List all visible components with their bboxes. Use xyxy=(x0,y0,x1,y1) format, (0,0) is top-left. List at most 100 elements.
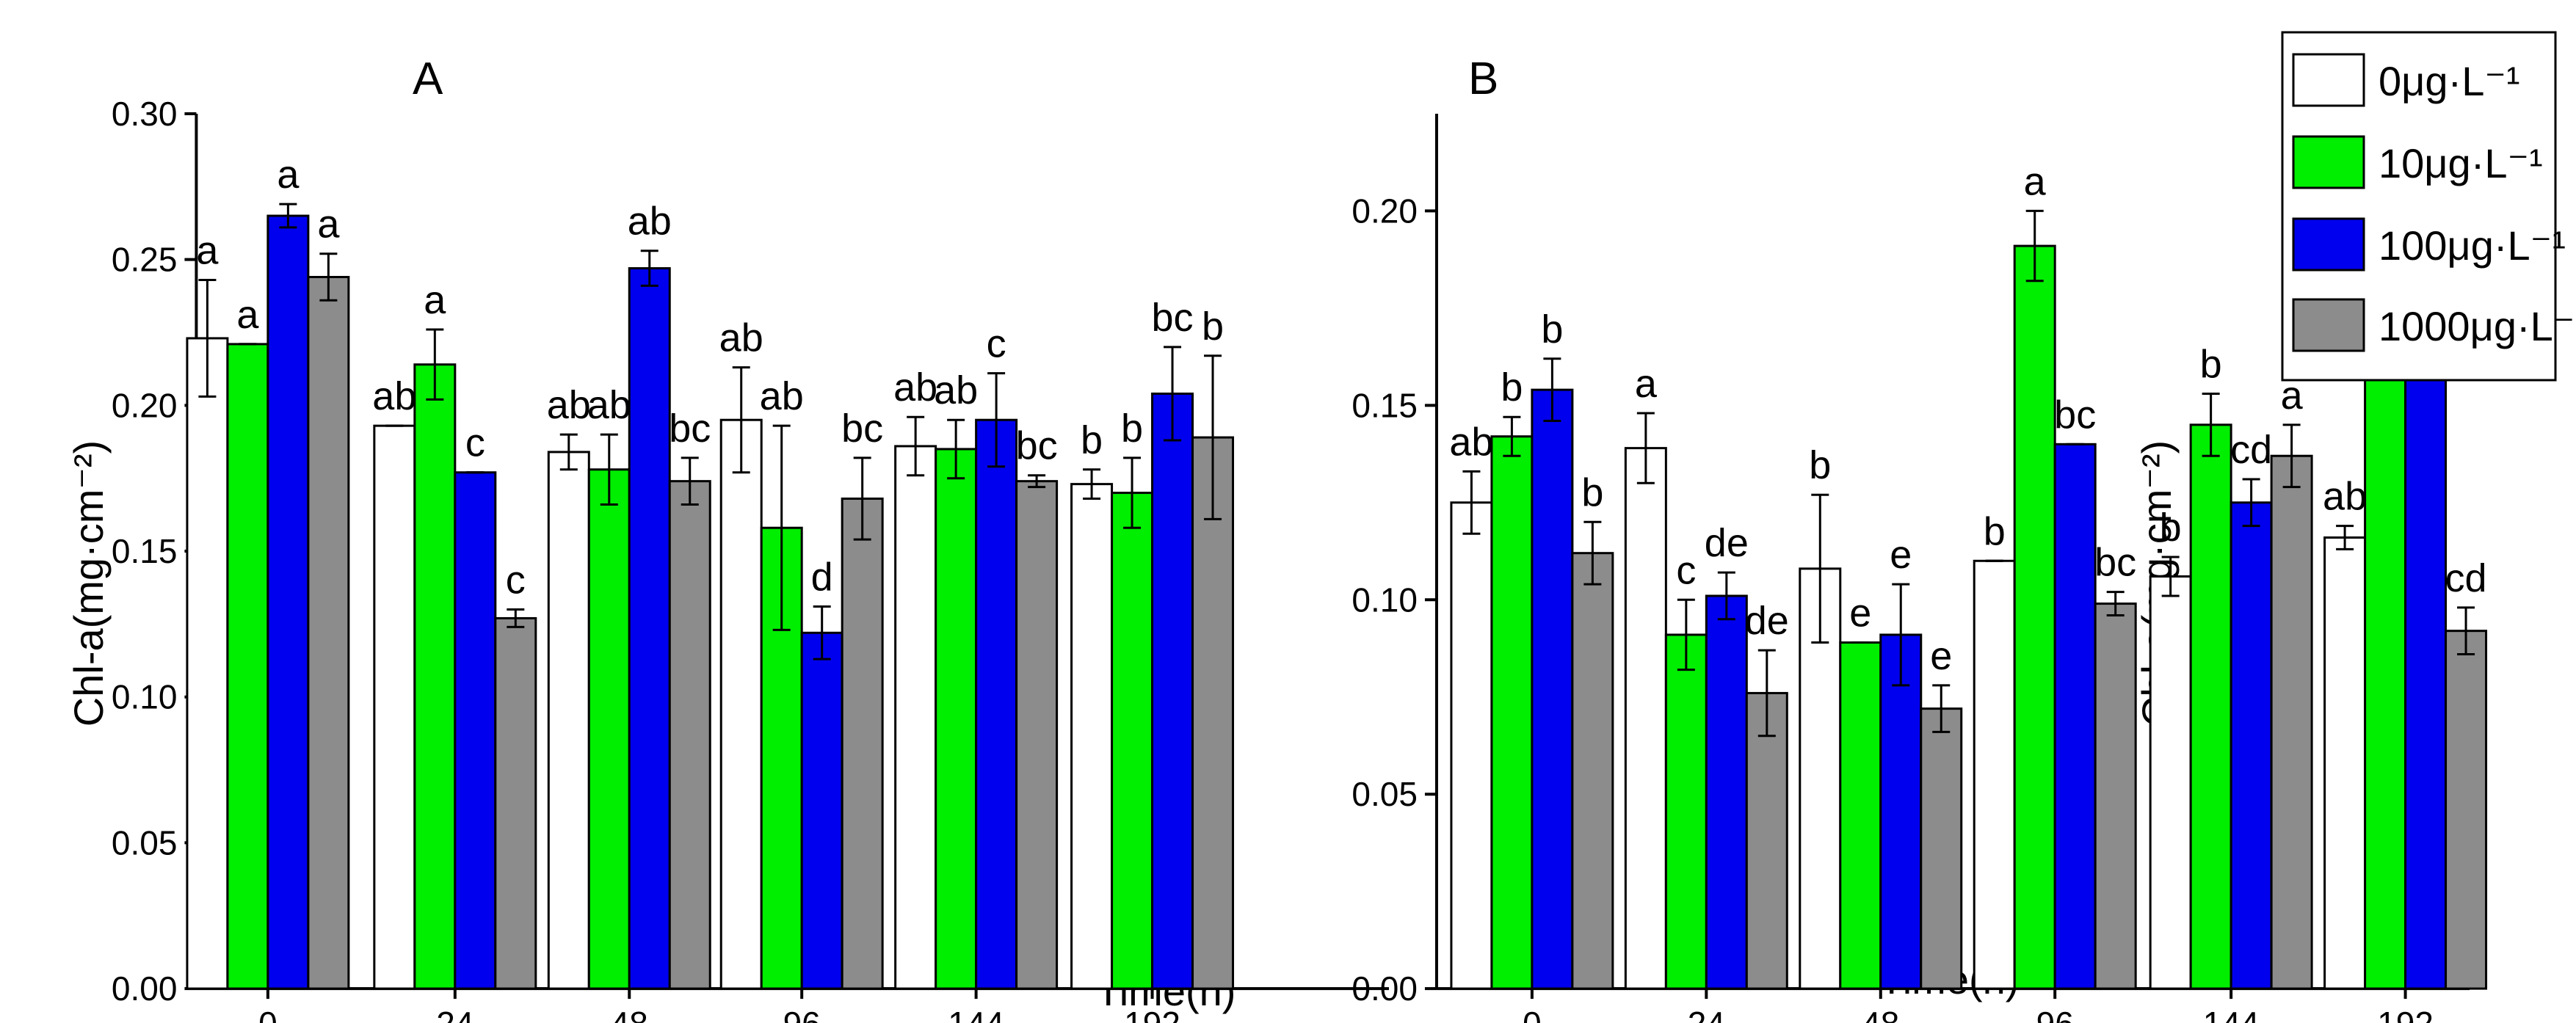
panel-b-significance-label: ab xyxy=(2323,475,2367,519)
legend-swatch-0 xyxy=(2292,53,2365,107)
panel-b-x-tick-label: 0 xyxy=(1523,1005,1542,1023)
panel-a-significance-label: bc xyxy=(841,407,883,451)
panel-a-bar xyxy=(266,214,310,990)
panel-b-bar xyxy=(2364,310,2407,990)
panel-b-significance-label: b xyxy=(1541,307,1563,352)
panel-b-bar xyxy=(2189,423,2232,990)
panel-b-significance-label: ab xyxy=(1449,420,1493,464)
panel-b-significance-label: b xyxy=(1501,365,1523,409)
panel-a-x-tick-label: 96 xyxy=(783,1005,821,1023)
panel-b-y-tick-label: 0.10 xyxy=(1352,580,1418,619)
panel-b-y-tick-label: 0.00 xyxy=(1352,969,1418,1008)
panel-b-significance-label: a xyxy=(2024,159,2047,203)
panel-b-significance-label: b xyxy=(1581,470,1603,514)
panel-b-bar xyxy=(1839,641,1882,990)
panel-a-significance-label: bc xyxy=(1152,296,1194,340)
panel-a-bar xyxy=(413,363,457,990)
panel-b-y-tick-label: 0.20 xyxy=(1352,192,1418,230)
panel-a-significance-label: ab xyxy=(587,383,631,427)
panel-a-x-tick-label: 192 xyxy=(1124,1005,1180,1023)
panel-a-significance-label: c xyxy=(465,421,485,465)
panel-a-bar xyxy=(307,275,350,990)
panel-b-y-tick-label: 0.05 xyxy=(1352,775,1418,813)
panel-a-bar xyxy=(1111,492,1154,990)
panel-a-label: A xyxy=(413,54,443,104)
panel-b-bar xyxy=(1745,691,1788,990)
panel-b-bar xyxy=(1879,633,1923,990)
panel-b-significance-label: cd xyxy=(2445,556,2487,600)
panel-b-x-tick-label: 96 xyxy=(2036,1005,2074,1023)
panel-a-bar xyxy=(841,498,884,990)
panel-a-significance-label: ab xyxy=(760,374,804,418)
legend-label-2: 100μg·L⁻¹ xyxy=(2379,222,2566,269)
panel-b-significance-label: c xyxy=(1676,548,1696,592)
panel-a-bar xyxy=(454,471,497,990)
panel-b-label: B xyxy=(1468,54,1498,104)
panel-a-y-tick-label: 0.30 xyxy=(112,95,178,133)
legend: 0μg·L⁻¹ 10μg·L⁻¹ 100μg·L⁻¹ 1000μg·L⁻¹ xyxy=(2281,31,2576,382)
panel-a-significance-label: a xyxy=(317,203,340,247)
panel-a-significance-label: a xyxy=(236,293,259,337)
legend-swatch-3 xyxy=(2292,298,2365,352)
panel-b-significance-label: b xyxy=(2200,342,2222,386)
panel-a-significance-label: b xyxy=(1202,305,1224,349)
panel-b-significance-label: a xyxy=(1635,362,1658,406)
panel-a-bar xyxy=(1070,483,1114,990)
panel-a-significance-label: bc xyxy=(669,407,711,451)
panel-a-significance-label: a xyxy=(424,278,446,322)
panel-a-y-axis-title: Chl-a(mg·cm⁻²) xyxy=(65,440,112,727)
panel-b-bar xyxy=(1450,501,1493,990)
panel-a-significance-label: b xyxy=(1081,418,1103,462)
panel-a-significance-label: b xyxy=(1121,407,1143,451)
panel-b-bar xyxy=(2149,575,2192,990)
legend-swatch-1 xyxy=(2292,135,2365,189)
legend-label-0: 0μg·L⁻¹ xyxy=(2379,58,2520,104)
panel-b-significance-label: bc xyxy=(2094,541,2136,585)
panel-b-bar xyxy=(2270,454,2313,990)
panel-b-bar xyxy=(1664,633,1708,990)
panel-b-bar xyxy=(2053,443,2097,990)
panel-b-bar xyxy=(1490,435,1534,990)
panel-b-bar xyxy=(1624,447,1667,990)
panel-a-x-tick-label: 0 xyxy=(258,1005,277,1023)
panel-a-bar xyxy=(1151,392,1194,990)
panel-a-significance-label: c xyxy=(987,322,1006,366)
panel-b-significance-label: b xyxy=(2160,506,2182,550)
panel-a-y-tick-label: 0.25 xyxy=(112,241,178,279)
panel-b-bar xyxy=(2229,501,2273,990)
panel-a-x-tick-label: 144 xyxy=(948,1005,1004,1023)
panel-a-significance-label: a xyxy=(196,228,219,272)
panel-b-y-tick-label: 0.15 xyxy=(1352,386,1418,424)
panel-a-significance-label: ab xyxy=(934,368,978,412)
panel-a-bar xyxy=(935,448,978,990)
panel-b-bar xyxy=(1571,552,1614,990)
panel-a-bar xyxy=(226,343,269,990)
legend-label-3: 1000μg·L⁻¹ xyxy=(2379,303,2576,349)
panel-b-bar xyxy=(1920,707,1963,990)
panel-b-x-tick-label: 48 xyxy=(1862,1005,1899,1023)
panel-b-bar xyxy=(1973,559,2016,990)
panel-b-significance-label: e xyxy=(1930,634,1952,678)
panel-b-x-tick-label: 24 xyxy=(1688,1005,1725,1023)
panel-b-bar xyxy=(1531,388,1574,990)
panel-a-bar xyxy=(719,418,763,990)
legend-swatch-2 xyxy=(2292,217,2365,272)
panel-a-significance-label: ab xyxy=(893,365,937,409)
panel-a-bar xyxy=(800,631,843,990)
panel-a-bar xyxy=(1015,480,1059,990)
panel-a-bar xyxy=(894,445,937,990)
panel-a-bar xyxy=(186,337,229,990)
panel-b-bar xyxy=(1705,594,1748,990)
panel-a-significance-label: a xyxy=(277,153,300,197)
panel-a-significance-label: ab xyxy=(628,200,672,244)
panel-b-significance-label: e xyxy=(1890,533,1912,577)
panel-a-y-tick-label: 0.10 xyxy=(112,678,178,716)
panel-a-bar xyxy=(668,480,711,990)
legend-label-1: 10μg·L⁻¹ xyxy=(2379,140,2543,186)
panel-b-bar xyxy=(2323,536,2367,990)
panel-b-bar xyxy=(2445,630,2488,990)
panel-b-significance-label: b xyxy=(1984,509,2006,553)
panel-a-significance-label: c xyxy=(506,558,526,602)
